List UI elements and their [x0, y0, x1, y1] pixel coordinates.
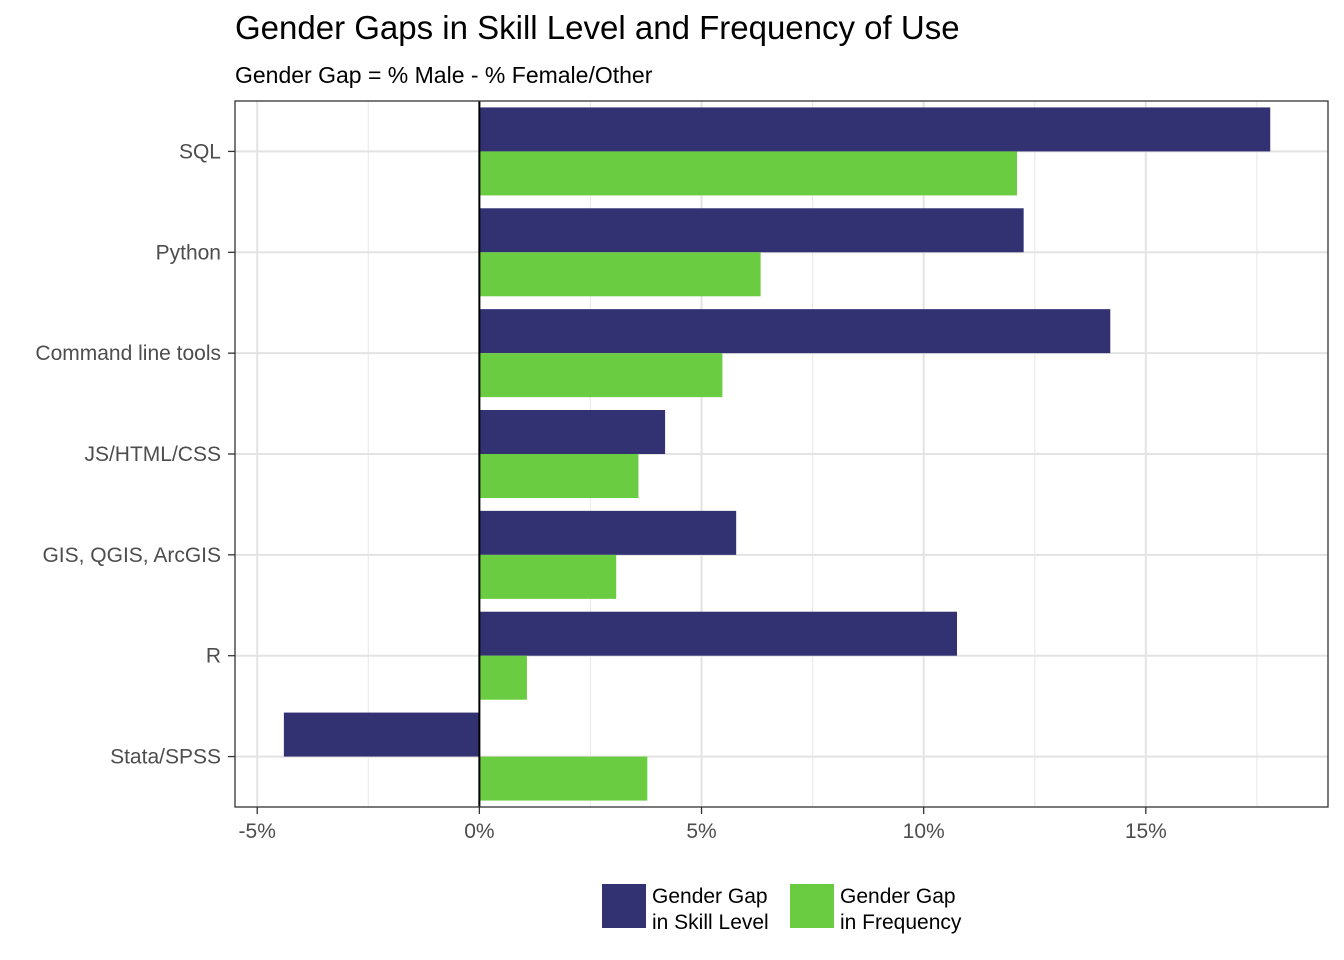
skill-bar — [283, 712, 480, 757]
y-tick-label: R — [206, 645, 221, 668]
skill-bar — [479, 309, 1111, 354]
x-tick-label: 5% — [686, 820, 716, 843]
y-tick-label: Stata/SPSS — [110, 746, 221, 769]
frequency-bar — [479, 655, 527, 700]
y-tick-label: JS/HTML/CSS — [84, 443, 221, 466]
frequency-bar — [479, 353, 723, 398]
chart-subtitle: Gender Gap = % Male - % Female/Other — [235, 62, 653, 88]
chart-title: Gender Gaps in Skill Level and Frequency… — [235, 9, 960, 46]
legend-label: Gender Gap in Frequency — [840, 885, 962, 934]
frequency-bar — [479, 252, 761, 297]
legend-key — [602, 884, 646, 928]
x-tick-label: -5% — [239, 820, 276, 843]
y-tick-label: SQL — [179, 140, 221, 163]
y-tick-label: Python — [156, 241, 221, 264]
frequency-bar — [479, 554, 617, 599]
legend-label: Gender Gap in Skill Level — [652, 885, 769, 934]
frequency-bar — [479, 756, 648, 801]
y-tick-label: Command line tools — [35, 342, 221, 365]
legend: Gender Gap in Skill Level Gender Gap in Fre… — [602, 884, 962, 934]
x-tick-label: 15% — [1125, 820, 1167, 843]
y-tick-label: GIS, QGIS, ArcGIS — [42, 544, 221, 567]
legend-key — [790, 884, 834, 928]
skill-bar — [479, 611, 958, 656]
skill-bar — [479, 410, 666, 454]
skill-bar — [479, 107, 1271, 152]
frequency-bar — [479, 151, 1017, 196]
skill-bar — [479, 208, 1024, 253]
skill-bar — [479, 510, 737, 555]
grid — [235, 101, 1328, 807]
x-tick-label: 10% — [903, 820, 945, 843]
bars — [283, 107, 1271, 801]
axes: SQL Python Command line tools JS/HTML/CSS GI… — [35, 140, 1166, 843]
frequency-bar — [479, 454, 639, 498]
x-tick-label: 0% — [464, 820, 494, 843]
